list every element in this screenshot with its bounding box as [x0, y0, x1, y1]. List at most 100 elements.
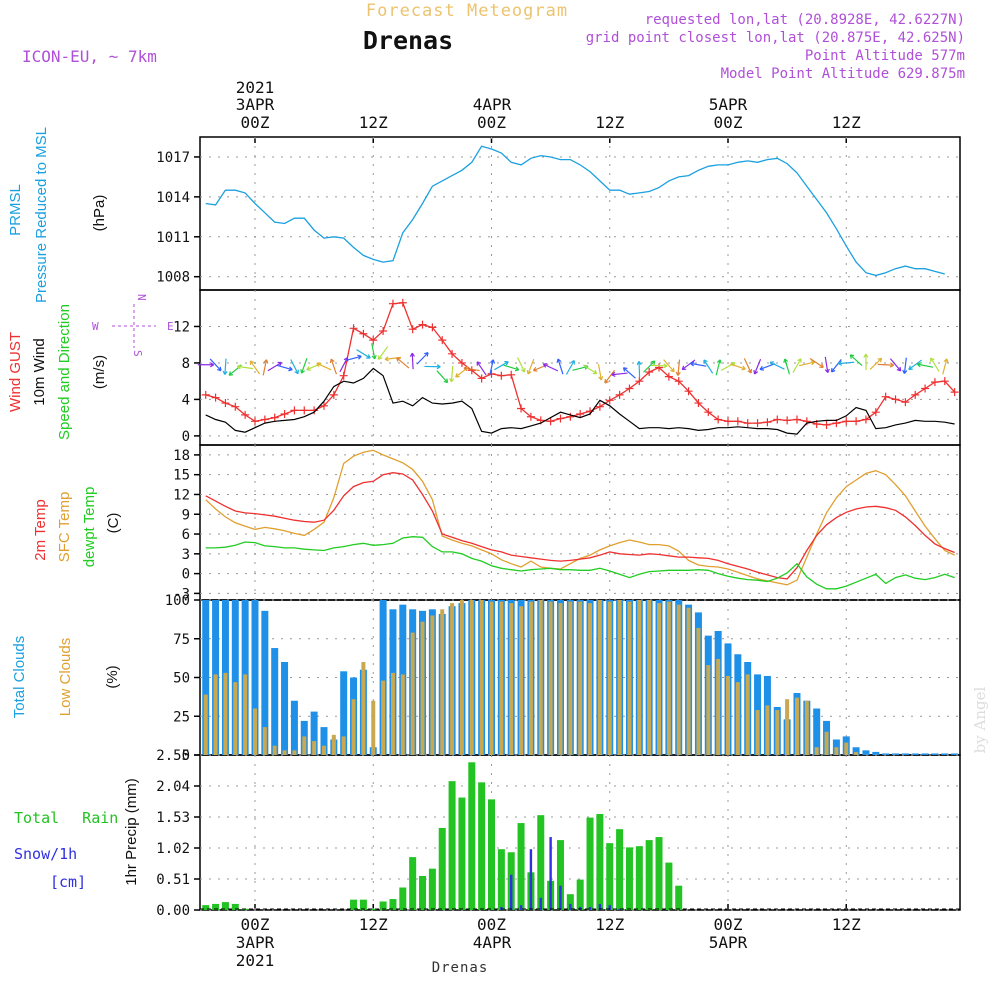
wind-direction-arrow [503, 364, 520, 372]
top-year: 2021 [236, 78, 275, 97]
rain-bar [576, 879, 584, 910]
gust-marker [221, 399, 230, 408]
rain-bar [478, 782, 486, 910]
snow-bar [519, 905, 523, 910]
total-clouds-bar [320, 727, 328, 755]
low-clouds-bar [381, 680, 386, 755]
wind-direction-arrow [792, 358, 802, 373]
rain-bar [655, 837, 663, 910]
gust-marker [566, 412, 575, 421]
gust-marker [369, 336, 378, 345]
total-clouds-label: Total Clouds [11, 636, 28, 719]
snow-label-1: Snow/1h [14, 845, 77, 863]
gust-marker [270, 413, 279, 422]
gust-marker [753, 419, 762, 428]
wind-ytick-label: 8 [182, 356, 190, 372]
total-clouds-bar [901, 753, 909, 755]
gust-marker [911, 390, 920, 399]
gust-marker [507, 370, 516, 379]
pressure-series-line [205, 145, 945, 277]
station-name: Drenas [363, 26, 453, 55]
bottom-date-1: 3APR [236, 933, 275, 952]
temperature-ytick-label: 3 [182, 547, 190, 563]
low-clouds-bar [844, 742, 849, 755]
gust-marker [871, 408, 880, 417]
bottom-tick-label: 12Z [832, 915, 861, 934]
low-clouds-bar [479, 600, 484, 755]
wind-direction-arrow [236, 364, 254, 370]
gust-marker [398, 298, 407, 307]
wind-direction-arrow [262, 359, 269, 376]
low-clouds-bar [420, 621, 425, 755]
bottom-date-2: 4APR [473, 933, 512, 952]
watermark: by Angel [971, 686, 989, 753]
gust-marker [763, 418, 772, 427]
wind-direction-arrow [526, 358, 535, 375]
rain-bar [596, 813, 604, 910]
wind-direction-arrow [424, 364, 441, 370]
total-clouds-bar [941, 753, 949, 755]
low-clouds-bar [745, 674, 750, 755]
gust-marker [260, 415, 269, 424]
top-tick-label: 12Z [595, 113, 624, 132]
pressure-ytick-label: 1011 [156, 230, 190, 246]
low-clouds-bar [824, 731, 829, 755]
low-clouds-bar [558, 603, 563, 755]
gust-marker [694, 399, 703, 408]
rain-bar [517, 823, 525, 910]
compass-n: N [135, 294, 148, 301]
wind-direction-arrow [371, 343, 377, 360]
gust-marker [211, 393, 220, 402]
wind-label: 10m Wind [31, 338, 48, 406]
wind-ytick-label: 12 [173, 319, 190, 335]
low-clouds-bar [726, 675, 730, 755]
wind-direction-arrow [436, 370, 449, 384]
low-clouds-bar [637, 600, 642, 755]
rain-bar [488, 799, 495, 910]
wind-ytick-label: 0 [182, 429, 190, 445]
wind-direction-arrow [942, 358, 949, 375]
gust-marker [674, 377, 683, 386]
bottom-time-ticks: 00Z 12Z 00Z 12Z 00Z 12Z [241, 904, 861, 934]
gust-marker [457, 358, 466, 367]
gust-marker [251, 417, 259, 426]
total-clouds-bar [892, 753, 900, 755]
gust-marker [842, 417, 851, 426]
total-clouds-bar [862, 750, 870, 755]
low-clouds-bar [617, 600, 622, 755]
rain-bar [221, 902, 229, 910]
gust-marker [724, 417, 732, 426]
low-clouds-bar [203, 694, 208, 755]
low-clouds-bar [272, 745, 277, 755]
model-altitude: Model Point Altitude 629.875m [721, 66, 965, 82]
rain-bar [428, 868, 436, 910]
wind-direction-arrow [449, 365, 455, 383]
wind-direction-arrow [377, 346, 389, 360]
gust-label: Wind GUST [7, 332, 24, 412]
total-clouds-bar [852, 747, 860, 755]
low-clouds-bar [519, 606, 524, 755]
wind-direction-arrow [267, 361, 283, 372]
rain-bar [675, 885, 683, 910]
low-clouds-bar [775, 710, 780, 755]
total-clouds-bar [882, 753, 890, 755]
chart-title: Forecast Meteogram [366, 1, 568, 21]
snow-bar [578, 906, 582, 910]
rain-bar [556, 840, 564, 910]
total-rain-label: Total Rain [14, 809, 118, 827]
total-clouds-bar [281, 662, 289, 755]
low-clouds-bar [666, 601, 671, 755]
rain-bar [566, 894, 574, 910]
snow-bar [529, 849, 533, 910]
temperature-ytick-label: 18 [173, 448, 190, 464]
rain-bar [625, 847, 633, 910]
rain-bar [399, 887, 407, 910]
total-clouds-bar [813, 708, 821, 755]
low-clouds-bar [223, 672, 228, 755]
wind-direction-arrow [663, 359, 675, 373]
temperature-ytick-label: 0 [182, 567, 190, 583]
pressure-ytick-label: 1017 [156, 150, 190, 166]
requested-lonlat: requested lon,lat (20.8928E, 42.6227N) [645, 12, 965, 28]
total-clouds-bar [340, 671, 348, 755]
